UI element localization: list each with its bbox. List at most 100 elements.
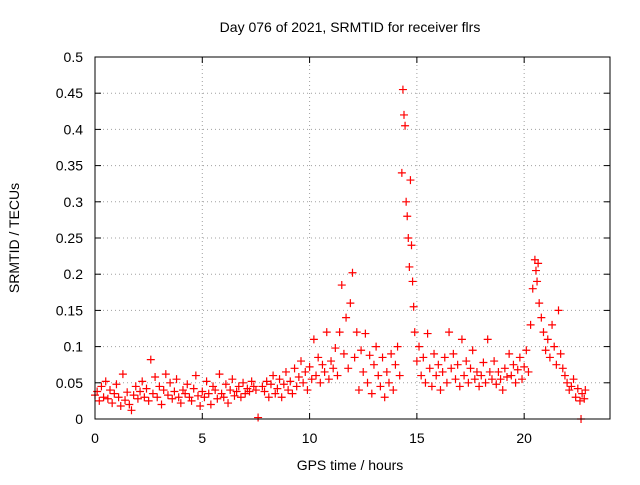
data-point	[509, 360, 518, 369]
chart-title: Day 076 of 2021, SRMTID for receiver flr…	[220, 19, 481, 35]
data-point	[196, 401, 205, 410]
data-point	[172, 375, 181, 384]
data-point	[170, 387, 179, 396]
data-point	[230, 391, 239, 400]
data-point	[438, 367, 447, 376]
y-tick-label: 0.5	[64, 49, 84, 65]
data-point	[286, 377, 295, 386]
grid-layer	[95, 57, 610, 419]
x-tick-label: 20	[516, 430, 532, 446]
data-point	[543, 335, 552, 344]
data-point	[144, 396, 153, 405]
data-point	[161, 370, 170, 379]
data-point	[507, 371, 516, 380]
data-point	[140, 393, 149, 402]
data-point	[560, 371, 569, 380]
data-point	[556, 349, 565, 358]
data-point	[447, 364, 456, 373]
data-point	[217, 389, 226, 398]
y-tick-label: 0.2	[64, 266, 84, 282]
data-point	[194, 391, 202, 400]
data-point	[481, 378, 490, 387]
data-point	[202, 377, 211, 386]
data-point	[477, 371, 486, 380]
data-point	[127, 406, 136, 415]
data-point	[342, 313, 351, 322]
x-axis-label: GPS time / hours	[297, 457, 404, 473]
data-point	[121, 396, 130, 405]
plot-frame	[94, 56, 611, 420]
data-point	[503, 373, 511, 382]
data-point	[359, 367, 368, 376]
data-point	[166, 378, 175, 387]
data-point	[320, 367, 329, 376]
data-point	[136, 387, 145, 396]
data-point	[344, 364, 353, 373]
data-point	[524, 367, 533, 376]
data-point	[565, 386, 574, 395]
data-point	[131, 382, 140, 391]
data-point	[264, 393, 273, 402]
data-point	[445, 328, 454, 337]
data-point	[204, 389, 213, 398]
data-point	[187, 396, 196, 405]
data-point	[457, 335, 466, 344]
data-point	[354, 386, 363, 395]
data-point	[93, 387, 102, 396]
data-point	[558, 364, 567, 373]
data-point	[554, 306, 563, 315]
data-point	[260, 387, 269, 396]
data-point	[552, 360, 561, 369]
data-point	[348, 268, 357, 277]
data-point	[550, 342, 559, 351]
data-point	[569, 375, 578, 384]
data-point	[369, 360, 378, 369]
data-point	[151, 373, 160, 382]
data-point	[563, 378, 572, 387]
y-tick-label: 0.25	[56, 230, 83, 246]
x-tick-label: 5	[198, 430, 206, 446]
data-point	[487, 375, 496, 384]
data-point	[425, 364, 434, 373]
data-point	[123, 388, 132, 397]
data-point	[464, 378, 473, 387]
data-point	[580, 394, 589, 403]
data-point	[367, 389, 376, 398]
data-point	[327, 357, 336, 366]
data-point	[125, 400, 134, 409]
data-point	[99, 393, 108, 402]
data-point	[288, 389, 297, 398]
data-point	[346, 299, 355, 308]
data-point	[513, 365, 522, 374]
data-point	[442, 378, 451, 387]
data-point	[185, 393, 194, 402]
y-tick-label: 0.05	[56, 375, 83, 391]
data-point	[404, 234, 413, 242]
data-point	[247, 377, 256, 386]
data-point	[403, 212, 412, 221]
data-point	[350, 353, 359, 362]
data-point	[213, 394, 222, 403]
data-point	[462, 357, 471, 366]
y-tick-label: 0.15	[56, 302, 83, 318]
data-point	[198, 387, 207, 396]
data-point	[129, 391, 138, 400]
data-point	[423, 329, 432, 338]
data-point	[324, 375, 333, 384]
data-point	[567, 382, 576, 391]
data-point	[118, 370, 127, 379]
data-point	[337, 281, 346, 290]
data-point	[505, 349, 514, 358]
data-point	[232, 387, 241, 396]
data-point	[219, 393, 228, 402]
data-point	[395, 371, 404, 380]
data-point	[155, 382, 164, 391]
data-point	[400, 110, 408, 119]
data-point	[335, 328, 344, 337]
data-point	[236, 393, 245, 402]
data-point	[419, 353, 428, 362]
data-point	[191, 371, 200, 380]
data-point	[406, 176, 415, 185]
data-point	[436, 386, 445, 395]
